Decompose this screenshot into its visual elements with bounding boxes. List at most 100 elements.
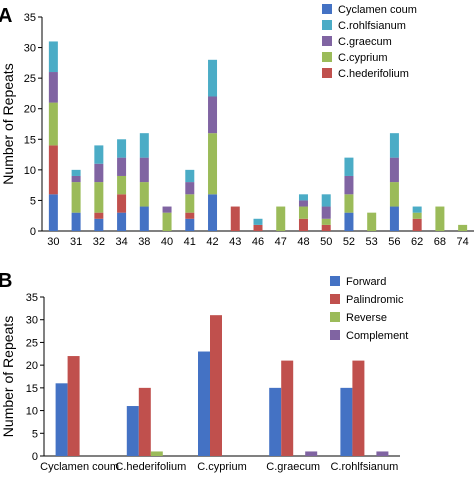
legend-swatch [322, 36, 332, 46]
x-tick-label: C.hederifolium [115, 461, 186, 473]
bar-segment [253, 224, 263, 231]
legend-swatch [322, 52, 332, 62]
bar-segment [298, 218, 308, 231]
y-tick-label: 15 [26, 383, 38, 395]
legend-label: C.cyprium [338, 52, 388, 64]
x-tick-label: 53 [366, 236, 378, 248]
chart-b-grouped-bar: 0 5 10 15 20 25 30 35 Number of Repeats Cyclamen … [0, 276, 408, 473]
x-tick-label: 32 [93, 236, 105, 248]
legend-label: C.graecum [338, 36, 392, 48]
bar-segment [71, 175, 81, 183]
legend-label: Complement [346, 330, 408, 342]
y-tick-label: 5 [32, 428, 38, 440]
bar-segment [344, 175, 354, 195]
x-tick-label: 50 [320, 236, 332, 248]
bar [126, 406, 139, 456]
y-axis-title: Number of Repeats [0, 63, 16, 184]
bar-segment [162, 212, 172, 231]
bar [269, 387, 282, 456]
x-tick-label: 41 [184, 236, 196, 248]
bar-segment [139, 157, 149, 183]
x-tick-label: 62 [411, 236, 423, 248]
bar-segment [48, 145, 58, 195]
x-tick-label: C.rohlfsianum [330, 461, 398, 473]
x-tick-label: 56 [388, 236, 400, 248]
legend-swatch [330, 312, 340, 322]
bar-segment [389, 133, 399, 158]
legend-swatch [330, 276, 340, 286]
bar-segment [117, 157, 127, 176]
bar-segment [185, 212, 195, 219]
legend-swatch [322, 4, 332, 14]
bar-segment [344, 212, 354, 231]
y-tick-label: 25 [26, 337, 38, 349]
bar-segment [139, 206, 149, 231]
bar [138, 387, 151, 456]
legend-label: C.rohlfsianum [338, 20, 406, 32]
bar-segment [71, 212, 81, 231]
bar-segment [94, 218, 104, 231]
y-tick-label: 25 [24, 73, 36, 85]
bar-segment [321, 194, 331, 207]
bar-segment [48, 72, 58, 103]
bar [376, 451, 389, 456]
bar-segment [139, 182, 149, 207]
bar [55, 383, 68, 456]
y-tick-label: 10 [26, 406, 38, 418]
bar-segment [276, 206, 286, 231]
x-tick-label: 38 [138, 236, 150, 248]
bar-segment [162, 206, 172, 213]
bar-segment [321, 224, 331, 231]
x-tick-label: 68 [434, 236, 446, 248]
bar-segment [344, 194, 354, 213]
bar-segment [117, 194, 127, 213]
bar-segment [48, 194, 58, 231]
bar-segment [298, 206, 308, 219]
bar-segment [321, 218, 331, 225]
x-tick-label: 52 [343, 236, 355, 248]
bar-segment [139, 133, 149, 158]
bar-segment [117, 139, 127, 158]
panel-a-letter: A [0, 5, 12, 27]
y-axis-title: Number of Repeats [0, 316, 16, 437]
y-tick-label: 15 [24, 134, 36, 146]
bar-segment [208, 194, 218, 231]
bar-segment [71, 169, 81, 176]
bar-segment [389, 182, 399, 207]
y-tick-label: 10 [24, 165, 36, 177]
bar [352, 360, 365, 456]
bar-segment [185, 182, 195, 195]
bar-segment [185, 169, 195, 183]
bar-segment [48, 41, 58, 73]
bar-segment [94, 182, 104, 213]
bar-segment [412, 212, 422, 219]
bar-segment [94, 163, 104, 183]
x-tick-label: C.cyprium [197, 461, 247, 473]
y-tick-label: 20 [24, 104, 36, 116]
legend-label: Forward [346, 276, 386, 288]
x-tick-label: C.graecum [266, 461, 320, 473]
x-tick-label: 42 [206, 236, 218, 248]
bar-segment [435, 206, 445, 231]
bar-segment [94, 212, 104, 219]
legend-label: Palindromic [346, 294, 404, 306]
panel-b-letter: B [0, 270, 12, 292]
bar-segment [389, 206, 399, 231]
bar-segment [389, 157, 399, 183]
x-tick-label: 74 [457, 236, 469, 248]
bar-segment [185, 218, 195, 231]
y-tick-label: 20 [26, 360, 38, 372]
bar [198, 351, 210, 456]
x-tick-label: 34 [115, 236, 127, 248]
chart-a-stacked-bar: 0 5 10 15 20 25 30 35 Number of Repeats 30 31 32 34 3… [0, 4, 474, 248]
bar-segment [185, 194, 195, 213]
bar-segment [71, 182, 81, 213]
bar-segment [208, 59, 218, 97]
legend-label: C.hederifolium [338, 68, 409, 80]
bar [340, 387, 353, 456]
bar-segment [253, 218, 263, 225]
x-tick-label: 47 [275, 236, 287, 248]
x-tick-label: 48 [297, 236, 309, 248]
